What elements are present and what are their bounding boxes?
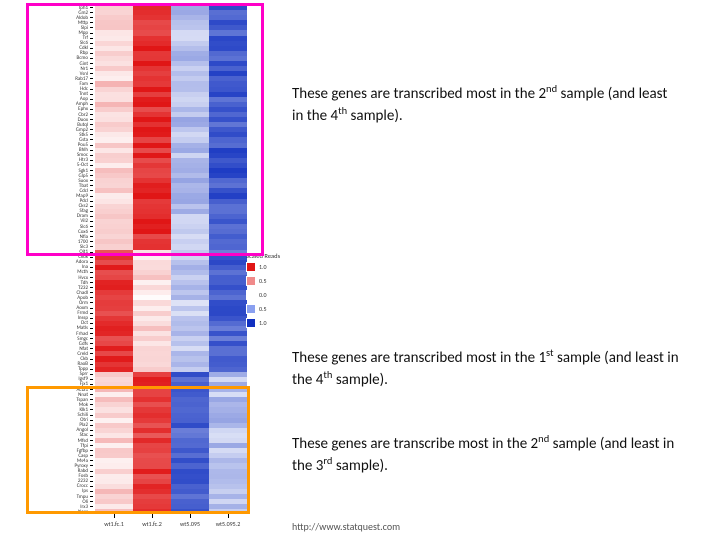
legend-value: 1.0 bbox=[259, 263, 267, 271]
legend-swatch bbox=[246, 262, 256, 272]
heatmap-xaxis: wt1.fc.1wt1.fc.2wt5.095wt5.095.2 bbox=[95, 520, 247, 528]
legend: Scaled Reads 1.00.50.00.51.0 bbox=[246, 252, 296, 332]
legend-row: 0.0 bbox=[246, 290, 296, 300]
legend-row: 1.0 bbox=[246, 262, 296, 272]
footer-url: http://www.statquest.com bbox=[292, 520, 400, 533]
legend-swatch bbox=[246, 290, 256, 300]
xaxis-label: wt5.095.2 bbox=[209, 520, 247, 528]
legend-value: 1.0 bbox=[259, 319, 267, 327]
legend-swatch bbox=[246, 304, 256, 314]
legend-value: 0.0 bbox=[259, 291, 267, 299]
legend-value: 0.5 bbox=[259, 277, 267, 285]
legend-row: 0.5 bbox=[246, 276, 296, 286]
annotation-2: These genes are transcribed most in the … bbox=[292, 346, 682, 391]
legend-swatch bbox=[246, 276, 256, 286]
xaxis-label: wt1.fc.1 bbox=[95, 520, 133, 528]
legend-row: 0.5 bbox=[246, 304, 296, 314]
legend-swatch bbox=[246, 318, 256, 328]
highlight-box-orange bbox=[26, 386, 250, 514]
highlight-box-pink bbox=[26, 3, 264, 256]
xaxis-label: wt5.095 bbox=[171, 520, 209, 528]
xaxis-label: wt1.fc.2 bbox=[133, 520, 171, 528]
annotation-3: These genes are transcribe most in the 2… bbox=[292, 432, 692, 477]
annotation-1: These genes are transcribed most in the … bbox=[292, 82, 682, 127]
legend-value: 0.5 bbox=[259, 305, 267, 313]
legend-row: 1.0 bbox=[246, 318, 296, 328]
